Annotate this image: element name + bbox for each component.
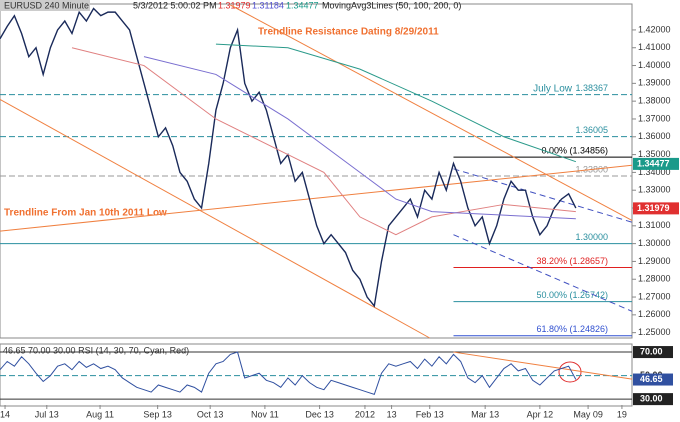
trendline	[230, 4, 633, 221]
price-pane	[0, 3, 633, 339]
x-tick-label: 2012	[355, 409, 375, 419]
x-tick-label: Feb 13	[416, 409, 444, 419]
price-tag-label: 1.31979	[637, 203, 670, 213]
rsi-trendline	[453, 351, 633, 380]
x-tick-label: Sep 13	[143, 409, 172, 419]
rsi-tick-label: 70.00	[640, 346, 663, 356]
y-tick-label: 1.27000	[638, 291, 671, 301]
header-box	[0, 0, 90, 11]
y-tick-label: 1.29000	[638, 256, 671, 266]
moving-average	[215, 43, 577, 163]
level-label: 61.80% (1.24826)	[536, 324, 608, 334]
trendline	[453, 168, 633, 223]
rsi-pane	[0, 343, 633, 407]
y-tick-label: 1.39000	[638, 78, 671, 88]
y-tick-label: 1.33000	[638, 185, 671, 195]
header-price: 1.31979	[218, 0, 251, 10]
y-tick-label: 1.28000	[638, 274, 671, 284]
rsi-line	[0, 351, 577, 396]
header-price: 1.34477	[286, 0, 319, 10]
price-tag-label: 1.34477	[637, 158, 670, 168]
x-tick-label: Aug 11	[86, 409, 114, 419]
header-indicator: MovingAvg3Lines (50, 100, 200, 0)	[322, 0, 461, 10]
rsi-tag	[633, 393, 673, 406]
instrument: EURUSD 240 Minute	[4, 0, 89, 10]
price-tag	[633, 157, 679, 170]
y-tick-label: 1.42000	[638, 24, 671, 34]
y-tick-label: 1.40000	[638, 60, 671, 70]
x-tick-label: Apr 12	[527, 409, 554, 419]
moving-average	[71, 47, 576, 236]
y-tick-label: 1.25000	[638, 327, 671, 337]
annotation: Trendline From Jan 10th 2011 Low	[4, 208, 167, 219]
y-tick-label: 1.35000	[638, 149, 671, 159]
x-tick-label: Jul 13	[35, 409, 59, 419]
rsi-last-tag	[633, 373, 673, 386]
y-tick-label: 1.36000	[638, 131, 671, 141]
trendline	[453, 234, 633, 312]
y-tick-label: 1.41000	[638, 42, 671, 52]
moving-average	[143, 56, 576, 220]
level-label: 1.30000	[575, 232, 608, 242]
rsi-tag	[633, 346, 673, 359]
level-label: 50.00% (1.26742)	[536, 290, 608, 300]
header-price: 1.31184	[252, 0, 284, 10]
x-tick-label: Mar 13	[471, 409, 499, 419]
level-label: 38.20% (1.28657)	[536, 256, 608, 266]
level-label: 1.36005	[575, 125, 608, 135]
x-tick-label: Nov 11	[251, 409, 279, 419]
x-tick-label: Oct 13	[197, 409, 224, 419]
y-tick-label: 1.34000	[638, 167, 671, 177]
rsi-last-label: 46.65	[640, 374, 663, 384]
level-note: July Low	[533, 83, 573, 94]
level-label: 1.38367	[575, 83, 608, 93]
rsi-header: 46.65 70.00 30.00 RSI (14, 30, 70, Cyan,…	[3, 345, 189, 355]
x-tick-label: Dec 13	[305, 409, 334, 419]
y-tick-label: 1.30000	[638, 238, 671, 248]
level-label: 0.00% (1.34856)	[541, 146, 608, 156]
annotation: Trendline Resistance Dating 8/29/2011	[258, 27, 439, 38]
y-tick-label: 1.31000	[638, 220, 671, 230]
x-tick-label: 13	[387, 409, 397, 419]
rsi-tick-label: 30.00	[640, 393, 663, 403]
y-tick-label: 1.38000	[638, 96, 671, 106]
trendline	[0, 164, 633, 232]
highlight-circle	[558, 361, 582, 383]
y-tick-label: 1.26000	[638, 309, 671, 319]
price-tag	[633, 202, 679, 215]
trendline	[0, 98, 430, 339]
y-tick-label: 1.37000	[638, 113, 671, 123]
x-tick-label: 14	[0, 409, 10, 419]
header-time: 5/3/2012 5:00:02 PM	[133, 0, 217, 10]
x-tick-label: 19	[617, 409, 627, 419]
x-tick-label: May 09	[573, 409, 603, 419]
